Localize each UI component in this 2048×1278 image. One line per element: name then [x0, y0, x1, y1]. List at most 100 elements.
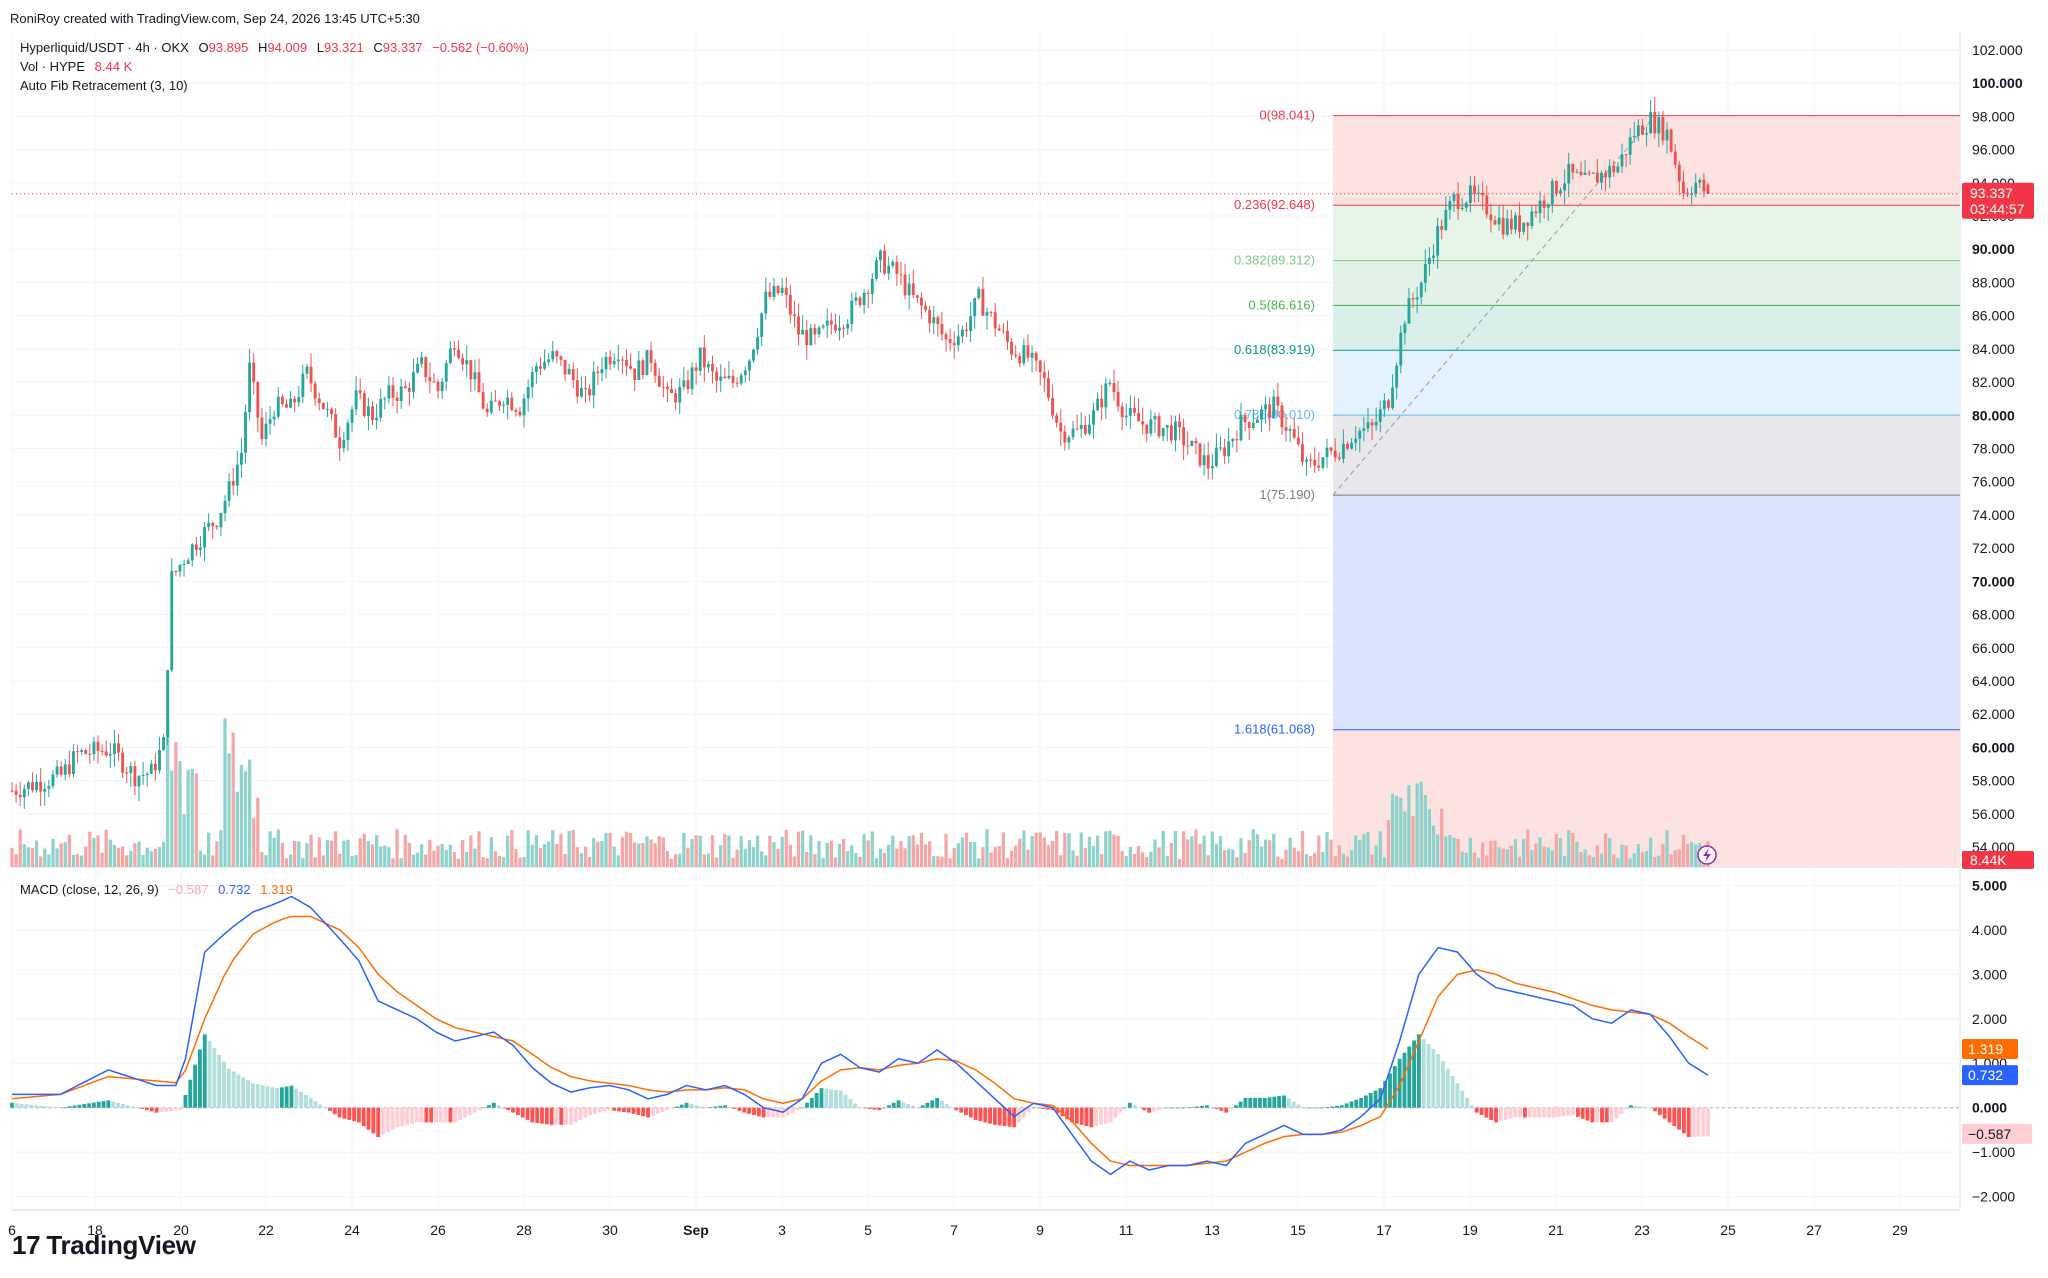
- volume-bar: [71, 854, 76, 867]
- candle-body: [1374, 421, 1378, 426]
- volume-bar: [1440, 808, 1444, 867]
- price-tick-label: 66.000: [1972, 640, 2015, 656]
- volume-bar: [1022, 830, 1026, 867]
- macd-histogram-bar: [689, 1104, 694, 1108]
- lightning-icon[interactable]: [1697, 845, 1717, 865]
- candle-body: [1022, 345, 1026, 364]
- candle: [211, 521, 215, 540]
- macd-histogram-bar: [544, 1107, 549, 1125]
- candle: [387, 376, 391, 404]
- candle-body: [1509, 218, 1513, 230]
- volume-bar: [1349, 850, 1354, 867]
- volume-bar: [739, 836, 743, 867]
- macd-histogram-bar: [1421, 1039, 1426, 1108]
- candle-body: [1657, 117, 1661, 134]
- macd-histogram-bar: [1696, 1107, 1701, 1137]
- macd-histogram-bar: [1518, 1107, 1523, 1118]
- macd-histogram-bar: [1306, 1107, 1311, 1109]
- macd-tick-label: 0.000: [1972, 1100, 2007, 1116]
- macd-histogram-bar: [1590, 1107, 1595, 1123]
- macd-histogram-bar: [328, 1107, 332, 1111]
- volume-bar: [1497, 847, 1501, 867]
- volume-bar: [374, 835, 379, 867]
- macd-histogram-bar: [626, 1107, 631, 1113]
- candle-body: [231, 481, 235, 486]
- macd-legend[interactable]: MACD (close, 12, 26, 9) −0.587 0.732 1.3…: [20, 882, 299, 897]
- macd-histogram-bar: [371, 1107, 376, 1134]
- candle-body: [604, 356, 608, 370]
- volume-bar: [661, 837, 666, 867]
- volume-bar: [477, 831, 481, 867]
- candle: [727, 361, 731, 380]
- volume-legend[interactable]: Vol · HYPE 8.44 K: [20, 59, 138, 74]
- volume-bar: [1464, 852, 1468, 867]
- volume-bar: [1681, 834, 1686, 867]
- candle-body: [706, 363, 710, 368]
- volume-bar: [55, 848, 59, 867]
- volume-bar: [743, 848, 747, 867]
- candle: [670, 378, 673, 394]
- volume-bar: [75, 854, 80, 867]
- ohlc-legend[interactable]: Hyperliquid/USDT · 4h · OKX O93.895 H94.…: [20, 40, 535, 55]
- candle: [412, 358, 415, 399]
- candle-body: [1669, 129, 1673, 152]
- macd-histogram-bar: [337, 1107, 342, 1118]
- candle: [1321, 457, 1325, 471]
- macd-histogram-bar: [1368, 1093, 1373, 1108]
- candle-body: [895, 261, 899, 274]
- candle-body: [1186, 445, 1190, 447]
- volume-bar: [1636, 844, 1640, 867]
- candle-body: [1108, 382, 1112, 384]
- candle-body: [1694, 182, 1698, 194]
- volume-bar: [1173, 830, 1178, 867]
- volume-bar: [1329, 839, 1333, 867]
- time-tick-label: 6: [8, 1222, 16, 1238]
- candle: [346, 419, 350, 451]
- candle-body: [166, 670, 170, 737]
- volume-bar: [1460, 851, 1464, 867]
- volume-bar: [1181, 831, 1186, 867]
- macd-histogram-bar: [1301, 1107, 1306, 1109]
- volume-bar: [178, 761, 182, 867]
- macd-histogram-bar: [116, 1102, 120, 1108]
- time-tick-label: 28: [516, 1222, 532, 1238]
- volume-bar: [297, 841, 301, 867]
- candle: [223, 495, 227, 522]
- candle-body: [112, 743, 116, 755]
- fib-legend[interactable]: Auto Fib Retracement (3, 10): [20, 78, 194, 93]
- volume-bar: [174, 742, 178, 867]
- candle: [1047, 370, 1050, 402]
- volume-bar: [792, 856, 797, 867]
- volume-bar: [907, 836, 911, 867]
- candle-body: [1464, 202, 1468, 208]
- candle: [1550, 178, 1554, 213]
- macd-histogram-bar: [1494, 1107, 1498, 1123]
- macd-histogram-bar: [1527, 1107, 1532, 1118]
- volume-bar: [1550, 850, 1554, 867]
- macd-histogram-bar: [82, 1104, 87, 1108]
- candle: [84, 748, 88, 755]
- candle-body: [133, 766, 137, 787]
- candle-body: [72, 751, 75, 774]
- macd-histogram-bar: [472, 1107, 477, 1113]
- candle-body: [1620, 154, 1624, 167]
- candle: [1583, 159, 1587, 175]
- candle-body: [600, 369, 604, 374]
- candle-body: [723, 376, 727, 379]
- volume-bar: [1591, 857, 1595, 867]
- candle-body: [1382, 400, 1386, 410]
- macd-histogram-bar: [1522, 1107, 1527, 1118]
- macd-histogram-bar: [1402, 1052, 1407, 1108]
- candle: [149, 759, 153, 775]
- candle: [1563, 169, 1567, 205]
- macd-histogram-bar: [1330, 1106, 1335, 1108]
- volume-bar: [1124, 856, 1128, 867]
- macd-histogram-bar: [549, 1107, 554, 1125]
- macd-histogram-bar: [144, 1107, 149, 1111]
- candle-body: [280, 396, 284, 404]
- volume-bar: [575, 847, 579, 867]
- volume-bar: [211, 855, 215, 867]
- macd-histogram-bar: [896, 1100, 901, 1108]
- tradingview-logo[interactable]: 17 TradingView: [12, 1230, 196, 1261]
